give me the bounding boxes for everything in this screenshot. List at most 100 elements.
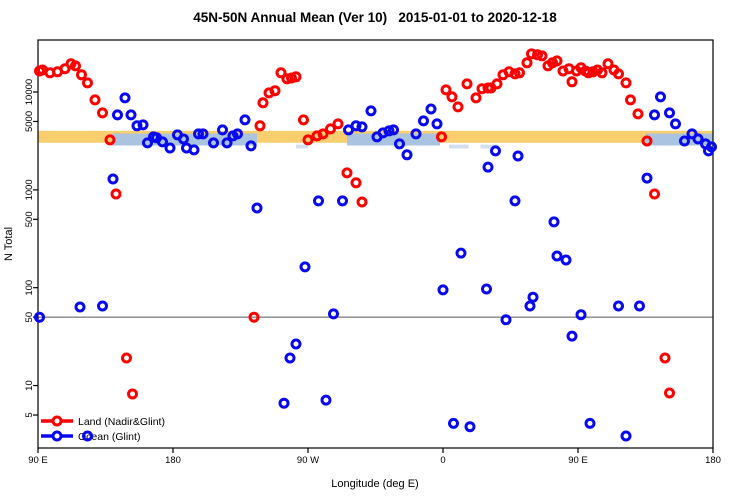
ocean-point <box>356 121 368 133</box>
ocean-point <box>560 254 572 266</box>
ocean-point <box>278 397 290 409</box>
ocean-point <box>655 91 666 103</box>
ocean-point <box>188 144 200 156</box>
legend-land-marker-icon <box>51 415 63 427</box>
land-point <box>620 77 632 89</box>
land-point <box>70 60 81 72</box>
land-point <box>649 188 660 200</box>
ocean-point <box>527 291 539 303</box>
land-point <box>602 58 614 70</box>
ocean-point <box>137 119 149 131</box>
land-point <box>356 196 368 208</box>
x-tick-label: 180 <box>165 455 181 466</box>
y-tick-label: 10000 <box>24 79 35 105</box>
legend-ocean-label: Ocean (Glint) <box>78 431 140 443</box>
y-tick-label: 500 <box>24 211 35 227</box>
ocean-point <box>551 250 563 262</box>
land-point <box>632 108 644 120</box>
ocean-point <box>548 216 560 228</box>
land-point <box>254 120 266 132</box>
ocean-point <box>112 109 123 121</box>
land-point <box>625 94 636 106</box>
ocean-point <box>641 172 653 184</box>
ocean-point <box>664 107 675 119</box>
land-point <box>82 77 93 89</box>
ocean-point <box>245 140 257 152</box>
land-point <box>121 352 132 364</box>
x-tick-label: 90 W <box>297 455 319 466</box>
band-smudge <box>449 144 469 149</box>
land-point <box>298 114 309 126</box>
ocean-point <box>157 136 168 148</box>
ocean-point <box>320 394 332 406</box>
land-point <box>452 101 464 113</box>
ocean-point <box>524 300 536 312</box>
ocean-point <box>575 309 587 321</box>
ocean-mean-band-segment <box>111 133 257 146</box>
land-point <box>332 118 344 130</box>
ocean-point <box>107 173 119 185</box>
ocean-point <box>437 284 449 296</box>
ocean-point <box>82 430 93 442</box>
ocean-point <box>455 247 467 259</box>
ocean-point <box>251 202 263 214</box>
ocean-point <box>178 133 189 145</box>
ocean-point <box>239 114 251 126</box>
x-tick-label: 0 <box>440 455 445 466</box>
y-tick-label: 100 <box>24 280 35 296</box>
ocean-point <box>142 137 153 149</box>
ocean-point <box>679 135 690 147</box>
ocean-point <box>649 109 660 121</box>
ocean-point <box>425 103 437 115</box>
land-point <box>104 134 116 146</box>
land-point <box>613 68 624 80</box>
legend: Land (Nadir&Glint) Ocean (Glint) <box>41 415 165 443</box>
y-tick-label: 5000 <box>24 111 35 132</box>
ocean-point <box>634 300 645 312</box>
ocean-point <box>208 137 219 149</box>
ocean-point <box>97 300 108 312</box>
y-axis-title: N Total <box>3 227 15 261</box>
ocean-point <box>482 161 494 173</box>
ocean-point <box>193 128 204 140</box>
land-point <box>536 50 548 62</box>
x-tick-label: 180 <box>705 455 721 466</box>
y-tick-label: 1000 <box>24 179 35 200</box>
land-point <box>664 387 675 399</box>
ocean-point <box>74 301 86 313</box>
land-point <box>566 76 578 88</box>
ocean-point <box>500 314 512 326</box>
land-point <box>461 78 473 90</box>
ocean-point <box>418 115 429 127</box>
ocean-point <box>299 261 311 273</box>
ocean-point <box>290 338 302 350</box>
ocean-point <box>509 195 521 207</box>
ocean-point <box>328 308 339 320</box>
chart-title: 45N-50N Annual Mean (Ver 10) 2015-01-01 … <box>193 10 557 25</box>
data-points-layer <box>34 48 717 442</box>
land-point <box>269 85 281 97</box>
land-point <box>127 388 138 400</box>
ocean-point <box>34 311 45 323</box>
ocean-point <box>431 118 443 130</box>
ocean-point <box>584 417 596 429</box>
ocean-point <box>388 124 399 136</box>
land-point <box>76 69 87 81</box>
plot-border <box>37 39 714 449</box>
ocean-point <box>670 118 681 130</box>
land-point <box>526 48 537 60</box>
band-smudge <box>296 144 308 149</box>
ocean-point <box>481 283 492 295</box>
ocean-point <box>217 124 228 136</box>
land-point <box>290 71 302 83</box>
land-point <box>596 67 608 79</box>
land-point <box>325 123 336 135</box>
ocean-point <box>313 195 324 207</box>
ocean-point <box>401 149 413 161</box>
land-point <box>491 78 503 90</box>
x-axis-title: Longitude (deg E) <box>331 478 418 490</box>
ocean-point <box>197 128 209 140</box>
ocean-point <box>620 430 632 442</box>
